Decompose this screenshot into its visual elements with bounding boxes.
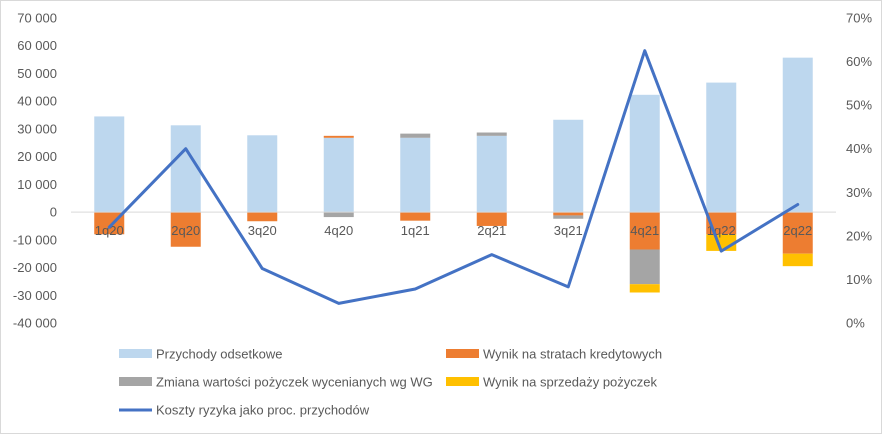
bar-przychody-odsetkowe [94,116,125,213]
right-axis-tick-label: 30% [846,185,872,200]
left-axis-tick-label: -40 000 [13,316,57,331]
legend-swatch [119,349,152,358]
bar-przychody-odsetkowe [476,135,507,213]
category-label: 1q21 [401,223,430,238]
bar-przychody-odsetkowe [400,137,431,213]
category-label: 3q21 [554,223,583,238]
legend-label: Wynik na stratach kredytowych [483,347,662,362]
line-layer [107,49,800,305]
bar-zmiana-warto-ci-po-yczek-wycenianych-wg-wg [629,249,660,285]
category-label: 4q20 [324,223,353,238]
right-axis-tick-label: 20% [846,228,872,243]
category-label: 1q20 [95,223,124,238]
bar-zmiana-warto-ci-po-yczek-wycenianych-wg-wg [476,132,507,136]
bars-layer [94,57,813,293]
left-axis-tick-label: -10 000 [13,232,57,247]
category-label: 2q20 [171,223,200,238]
left-axis-tick-label: 20 000 [17,149,57,164]
bar-wynik-na-stratach-kredytowych [170,212,201,247]
category-label: 3q20 [248,223,277,238]
left-axis-tick-label: 30 000 [17,121,57,136]
category-labels: 1q20 2q20 3q20 4q20 1q21 2q21 3q21 4q21 1q22 2q22 [95,223,812,238]
right-axis-tick-label: 50% [846,98,872,113]
bar-wynik-na-sprzeda-y-po-yczek [629,284,660,293]
legend-label: Zmiana wartości pożyczek wycenianych wg … [156,375,433,390]
bar-wynik-na-stratach-kredytowych [553,212,584,216]
legend-swatch [446,349,479,358]
right-axis-tick-label: 40% [846,141,872,156]
bar-przychody-odsetkowe [553,119,584,213]
left-axis-tick-label: 40 000 [17,94,57,109]
bar-przychody-odsetkowe [629,94,660,213]
right-axis-tick-label: 0% [846,316,865,331]
left-axis-tick-label: 70 000 [17,11,57,26]
bar-wynik-na-stratach-kredytowych [323,135,354,138]
bar-przychody-odsetkowe [782,57,813,213]
bar-zmiana-warto-ci-po-yczek-wycenianych-wg-wg [323,212,354,218]
line-series [107,49,800,305]
bar-przychody-odsetkowe [170,125,201,213]
category-label: 2q21 [477,223,506,238]
right-axis-tick-label: 60% [846,54,872,69]
bar-wynik-na-stratach-kredytowych [247,212,278,222]
left-axis-tick-label: 0 [50,205,57,220]
legend-swatch [119,377,152,386]
bar-przychody-odsetkowe [323,137,354,213]
left-axis-tick-label: -30 000 [13,288,57,303]
left-axis-tick-label: 10 000 [17,177,57,192]
left-axis: -40 000 -30 000 -20 000 -10 000 0 10 000 20 00… [13,11,57,331]
right-axis-tick-label: 10% [846,272,872,287]
bar-wynik-na-stratach-kredytowych [476,212,507,226]
bar-wynik-na-sprzeda-y-po-yczek [782,253,813,267]
category-label: 2q22 [783,223,812,238]
bar-wynik-na-stratach-kredytowych [629,212,660,250]
legend-label: Koszty ryzyka jako proc. przychodów [156,403,370,418]
left-axis-tick-label: 60 000 [17,38,57,53]
right-axis: 0% 10% 20% 30% 40% 50% 60% 70% [846,11,872,331]
bar-zmiana-warto-ci-po-yczek-wycenianych-wg-wg [553,215,584,219]
legend-swatch [446,377,479,386]
legend-label: Wynik na sprzedaży pożyczek [483,375,658,390]
bar-zmiana-warto-ci-po-yczek-wycenianych-wg-wg [400,133,431,138]
bar-przychody-odsetkowe [706,82,737,213]
category-label: 4q21 [630,223,659,238]
left-axis-tick-label: -20 000 [13,260,57,275]
bar-przychody-odsetkowe [247,135,278,213]
bar-wynik-na-stratach-kredytowych [782,212,813,254]
legend-label: Przychody odsetkowe [156,347,282,362]
legend: Przychody odsetkowe Wynik na stratach kre… [119,347,662,418]
right-axis-tick-label: 70% [846,11,872,26]
bar-wynik-na-stratach-kredytowych [400,212,431,221]
left-axis-tick-label: 50 000 [17,66,57,81]
